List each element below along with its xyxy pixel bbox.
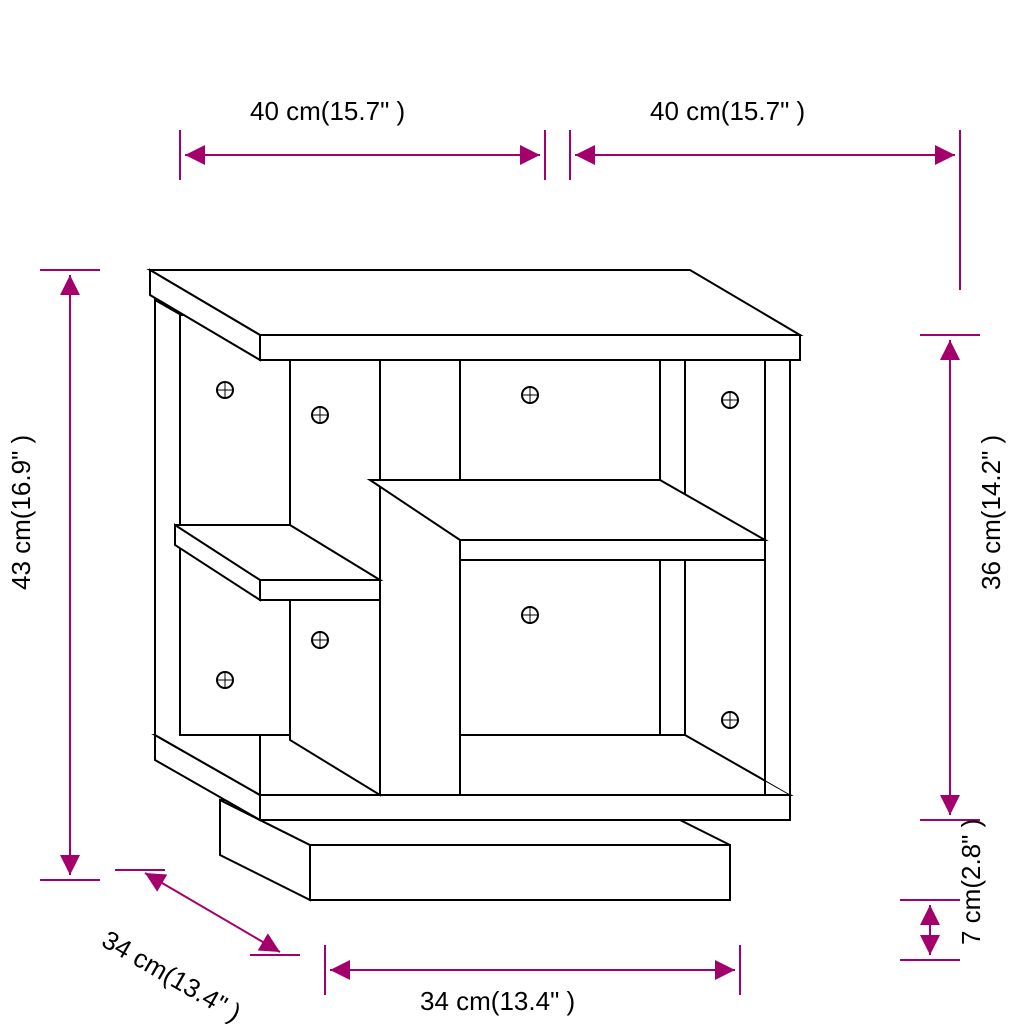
dim-base-depth: 34 cm(13.4" )	[97, 870, 300, 1024]
dim-right-height-label: 36 cm(14.2" )	[976, 435, 1006, 590]
dim-top-width-label: 40 cm(15.7" )	[250, 96, 405, 126]
dim-top-depth-label: 40 cm(15.7" )	[650, 96, 805, 126]
dim-base-width-label: 34 cm(13.4" )	[420, 986, 575, 1016]
furniture-drawing	[150, 270, 800, 900]
dim-base-depth-label: 34 cm(13.4" )	[97, 924, 246, 1024]
dimension-diagram: 40 cm(15.7" ) 40 cm(15.7" ) 43 cm(16.9" …	[0, 0, 1024, 1024]
dim-top-width: 40 cm(15.7" )	[180, 96, 545, 180]
dim-base-height: 7 cm(2.8" )	[900, 819, 986, 960]
dim-right-height: 36 cm(14.2" )	[920, 335, 1006, 820]
dim-left-height-label: 43 cm(16.9" )	[6, 435, 36, 590]
dim-top-depth: 40 cm(15.7" )	[570, 96, 960, 290]
dim-base-height-label: 7 cm(2.8" )	[956, 819, 986, 945]
dim-left-height: 43 cm(16.9" )	[6, 270, 100, 880]
dim-base-width: 34 cm(13.4" )	[325, 945, 740, 1016]
